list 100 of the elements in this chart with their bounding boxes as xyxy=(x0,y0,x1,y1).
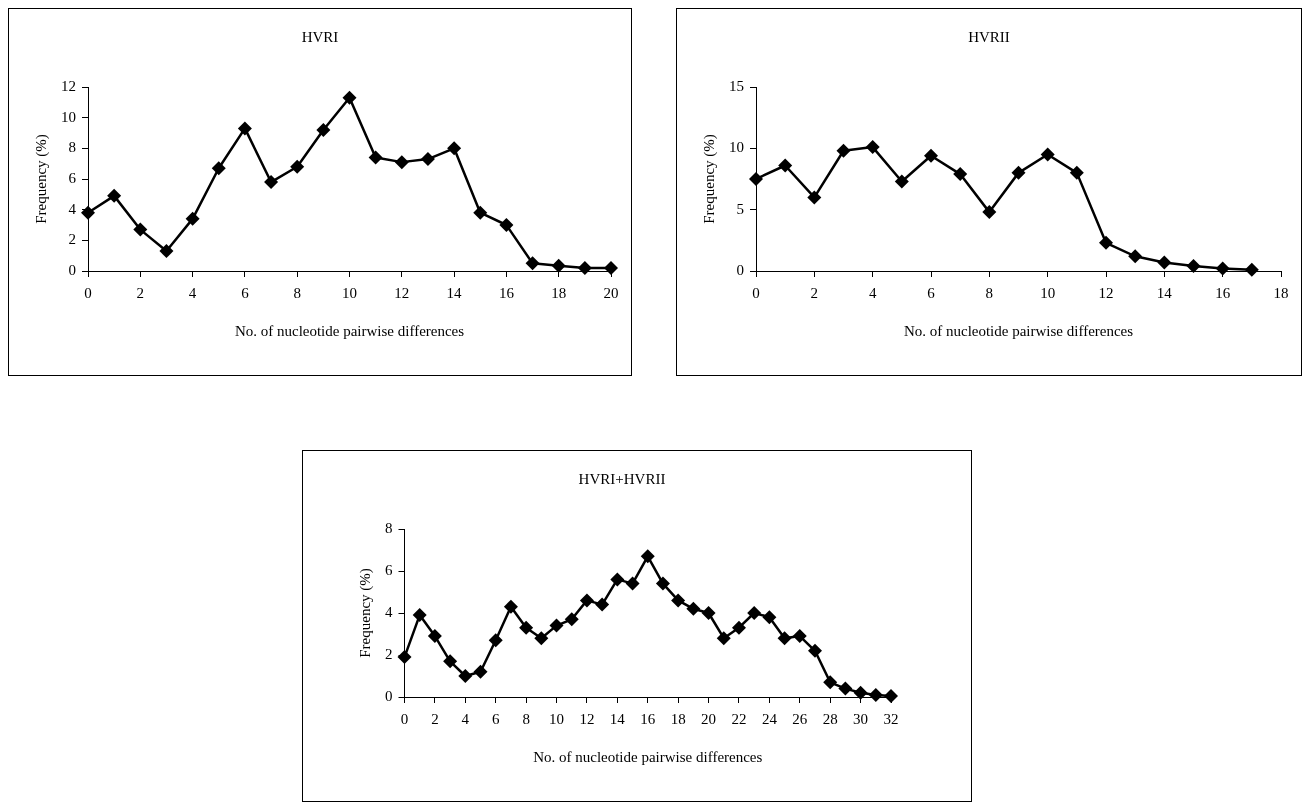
point xyxy=(133,222,148,237)
x-tick-label: 8 xyxy=(293,284,301,301)
x-tick-label: 24 xyxy=(761,710,778,727)
y-tick-label: 8 xyxy=(385,519,393,536)
point xyxy=(499,218,514,232)
point xyxy=(792,629,807,644)
point xyxy=(982,205,997,220)
point xyxy=(488,633,503,648)
x-tick-label: 32 xyxy=(883,710,899,727)
y-axis-title: Frequency (%) xyxy=(32,134,50,224)
y-tick-label: 4 xyxy=(385,603,393,620)
chart-title: HVRI+HVRII xyxy=(578,470,666,487)
point xyxy=(1099,235,1113,250)
x-tick-label: 10 xyxy=(342,284,357,301)
x-tick-label: 16 xyxy=(1215,284,1231,301)
y-tick-label: 2 xyxy=(385,645,393,662)
point xyxy=(81,205,95,220)
point xyxy=(519,620,534,635)
point xyxy=(290,159,305,174)
x-tick-label: 0 xyxy=(400,710,409,727)
point xyxy=(1128,249,1143,264)
x-axis-title: No. of nucleotide pairwise differences xyxy=(533,748,763,765)
point xyxy=(473,205,488,220)
point xyxy=(777,631,792,646)
point xyxy=(701,606,716,620)
point xyxy=(264,175,279,190)
point xyxy=(749,172,763,186)
point xyxy=(316,122,331,137)
x-axis-title: No. of nucleotide pairwise differences xyxy=(903,322,1134,339)
point xyxy=(823,675,838,690)
point xyxy=(211,161,226,176)
x-tick-label: 6 xyxy=(927,284,936,301)
y-tick-label: 15 xyxy=(729,77,744,94)
point xyxy=(640,549,655,564)
x-tick-label: 16 xyxy=(640,710,656,727)
x-tick-label: 30 xyxy=(853,710,869,727)
point xyxy=(762,610,777,625)
point xyxy=(838,681,853,696)
x-tick-label: 4 xyxy=(461,710,470,727)
point xyxy=(473,664,488,679)
point xyxy=(458,669,473,683)
point xyxy=(716,631,731,646)
point xyxy=(604,260,618,275)
point xyxy=(884,688,898,703)
point xyxy=(551,258,566,273)
point xyxy=(836,143,851,158)
x-tick-label: 10 xyxy=(549,710,565,727)
point xyxy=(807,643,822,658)
y-axis-title: Frequency (%) xyxy=(356,568,374,658)
point xyxy=(420,152,435,167)
point xyxy=(625,576,640,591)
x-tick-label: 4 xyxy=(868,284,877,301)
point xyxy=(686,601,701,616)
x-tick-label: 26 xyxy=(792,710,808,727)
point xyxy=(853,685,868,700)
x-tick-label: 20 xyxy=(603,284,619,301)
point xyxy=(655,576,670,591)
y-tick-label: 12 xyxy=(61,77,76,94)
point xyxy=(577,260,592,275)
y-tick-label: 6 xyxy=(68,169,77,186)
x-tick-label: 16 xyxy=(498,284,515,301)
point xyxy=(342,90,357,105)
point xyxy=(610,572,625,587)
y-tick-label: 0 xyxy=(68,261,76,278)
y-tick-label: 10 xyxy=(61,108,76,125)
point xyxy=(671,593,686,608)
x-tick-label: 8 xyxy=(522,710,530,727)
x-tick-label: 2 xyxy=(431,710,439,727)
point xyxy=(237,121,252,136)
y-tick-label: 5 xyxy=(736,200,744,217)
y-tick-label: 2 xyxy=(68,231,76,248)
point xyxy=(953,167,968,182)
x-tick-label: 18 xyxy=(1273,284,1289,301)
point xyxy=(778,158,793,173)
point xyxy=(1069,165,1084,180)
x-tick-label: 2 xyxy=(136,284,145,301)
x-tick-label: 8 xyxy=(985,284,994,301)
x-tick-label: 0 xyxy=(84,284,92,301)
x-tick-label: 10 xyxy=(1040,284,1056,301)
x-tick-label: 12 xyxy=(1098,284,1114,301)
point xyxy=(397,650,412,665)
x-tick-label: 18 xyxy=(551,284,567,301)
point xyxy=(868,687,883,702)
x-axis-title: No. of nucleotide pairwise differences xyxy=(234,322,465,339)
chart-title: HVRII xyxy=(968,28,1010,45)
point xyxy=(447,141,462,156)
point xyxy=(159,244,174,259)
point xyxy=(865,140,880,155)
x-tick-label: 22 xyxy=(731,710,747,727)
point xyxy=(412,608,427,623)
x-tick-label: 6 xyxy=(491,710,500,727)
y-tick-label: 10 xyxy=(729,139,744,156)
x-tick-label: 2 xyxy=(810,284,819,301)
x-tick-label: 14 xyxy=(446,284,463,301)
y-tick-label: 4 xyxy=(68,200,77,217)
point xyxy=(747,606,762,620)
point xyxy=(1215,261,1230,276)
point xyxy=(1040,147,1055,162)
point xyxy=(185,211,200,226)
y-tick-label: 0 xyxy=(736,261,744,278)
